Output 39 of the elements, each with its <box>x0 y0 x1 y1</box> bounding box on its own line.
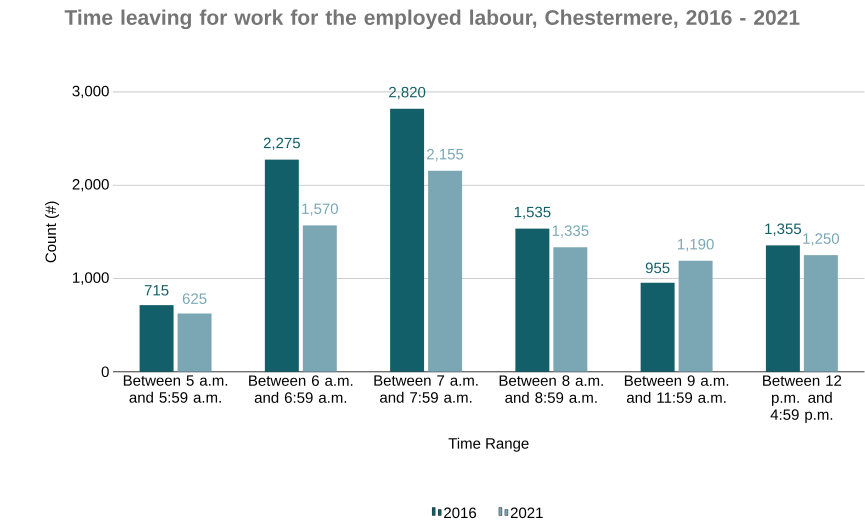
bar <box>766 245 800 372</box>
data-label: 1,355 <box>765 223 802 236</box>
bar <box>640 282 675 372</box>
y-tick-label: 2,000 <box>72 178 109 192</box>
x-tick-label: Between 7 a.m. and 7:59 a.m. <box>374 375 478 403</box>
bar <box>178 313 212 372</box>
x-tick-label: Between 9 a.m. and 11:59 a.m. <box>624 375 728 403</box>
legend-label: 2021 <box>510 507 543 518</box>
x-tick-label: Between 6 a.m. and 6:59 a.m. <box>249 375 352 403</box>
x-tick-label: Between 8 a.m. and 8:59 a.m. <box>500 375 603 403</box>
bar <box>428 170 462 372</box>
data-label: 1,335 <box>552 225 588 238</box>
data-label: 1,570 <box>302 203 338 216</box>
data-label: 1,190 <box>678 238 714 252</box>
bar <box>804 254 838 372</box>
bar <box>390 108 424 372</box>
legend-label: 2016 <box>444 507 476 518</box>
data-label: 2,275 <box>264 137 300 150</box>
data-label: 625 <box>182 293 206 304</box>
bar <box>140 304 174 372</box>
y-tick-label: 3,000 <box>72 86 109 98</box>
data-label: 1,535 <box>514 206 550 219</box>
chart-title: Time leaving for work for the employed labour, Chestermere, 2016 - 2021 <box>64 9 800 29</box>
y-tick-label: 1,000 <box>73 272 109 284</box>
data-label: 955 <box>646 262 670 273</box>
bar <box>515 228 550 372</box>
data-label: 2,155 <box>427 148 464 162</box>
bar <box>264 159 299 372</box>
y-tick-label: 0 <box>102 366 109 377</box>
bar <box>302 225 337 372</box>
data-label: 1,250 <box>803 233 840 246</box>
x-tick-label: Between 12 p.m. and 4:59 p.m. <box>763 375 842 423</box>
y-axis-title: Count (#) <box>45 201 60 262</box>
data-label: 715 <box>144 284 168 296</box>
bar <box>553 247 588 372</box>
x-axis-title: Time Range <box>448 438 529 452</box>
x-tick-label: Between 5 a.m. and 5:59 a.m. <box>124 375 228 403</box>
bar <box>678 260 713 372</box>
data-label: 2,820 <box>389 86 426 99</box>
